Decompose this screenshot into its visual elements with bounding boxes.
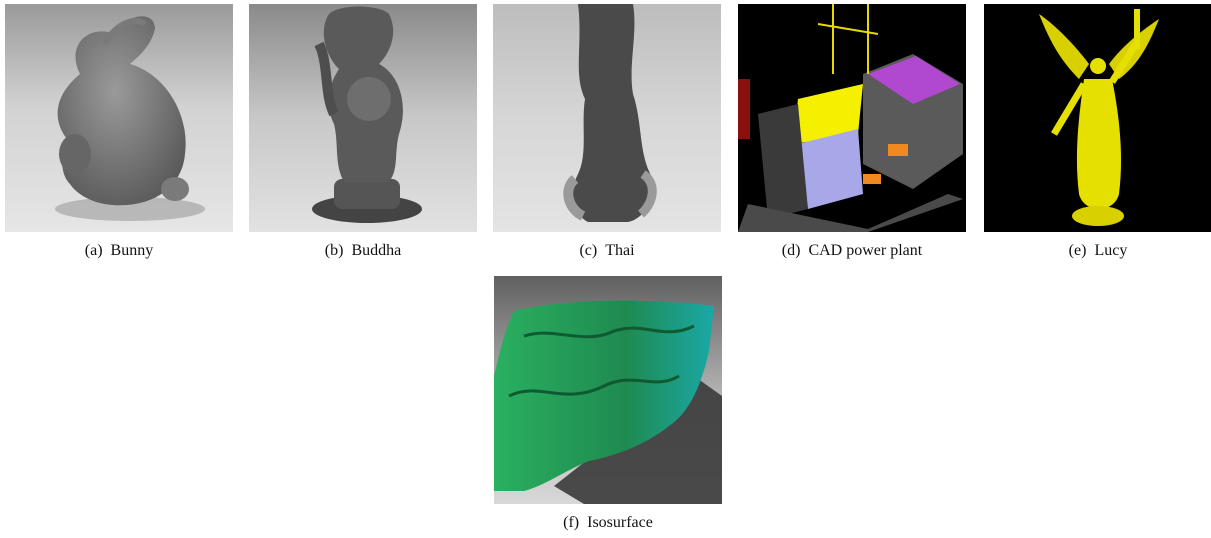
isosurface-render <box>494 276 722 504</box>
caption-cad-power-plant: (d) CAD power plant <box>781 242 923 259</box>
lucy-render <box>984 4 1211 232</box>
caption-lucy: (e) Lucy <box>1068 242 1128 259</box>
caption-isosurface: (f) Isosurface <box>563 514 653 531</box>
caption-bunny: (a) Bunny <box>84 242 154 259</box>
caption-thai: (c) Thai <box>579 242 635 259</box>
caption-buddha: (b) Buddha <box>324 242 402 259</box>
cad-power-plant-render <box>738 4 966 232</box>
bunny-render <box>5 4 233 232</box>
thai-render <box>493 4 721 232</box>
buddha-render <box>249 4 477 232</box>
